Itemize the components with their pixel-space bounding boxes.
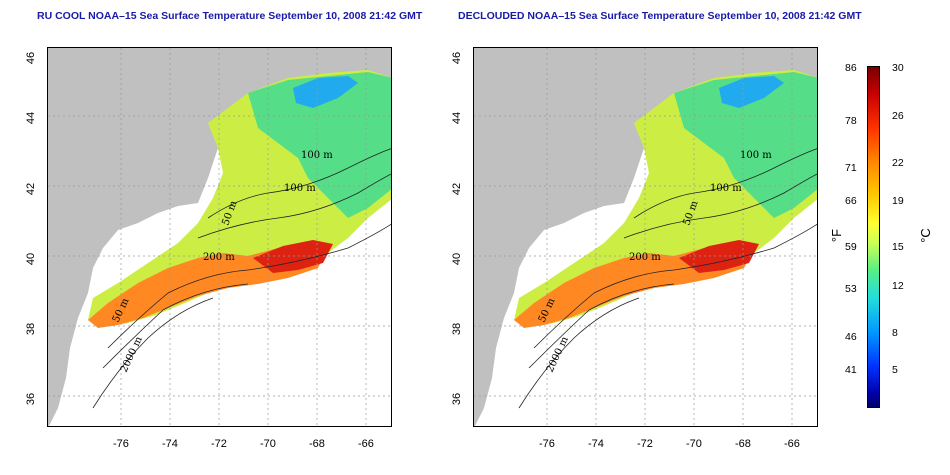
- colorbar-f-label: 71: [845, 162, 857, 174]
- colorbar-f-label: 78: [845, 115, 857, 127]
- y-tick-label: 38: [25, 322, 38, 336]
- y-tick-label: 36: [25, 392, 38, 406]
- contour-label: 100 m: [301, 150, 333, 161]
- x-tick-label: -76: [113, 438, 129, 450]
- contour-label: 100 m: [740, 150, 772, 161]
- bathymetry-contours: [518, 148, 817, 409]
- temperature-colorbar: [867, 66, 880, 408]
- colorbar-c-label: 12: [892, 280, 904, 292]
- x-tick-label: -76: [539, 438, 555, 450]
- y-tick-label: 42: [451, 182, 464, 196]
- celsius-unit-label: °C: [917, 228, 933, 243]
- contour-label: 2000 m: [119, 335, 145, 375]
- contour-label: 100 m: [284, 183, 316, 194]
- contour-label: 200 m: [629, 252, 661, 263]
- sst-hot-region: [679, 240, 759, 273]
- contour-label: 2000 m: [545, 335, 571, 375]
- x-tick-label: -68: [309, 438, 325, 450]
- bathymetry-contours: [92, 148, 391, 409]
- sst-coldest-region: [293, 76, 358, 108]
- y-tick-label: 38: [451, 322, 464, 336]
- y-tick-label: 40: [25, 252, 38, 266]
- y-tick-label: 40: [451, 252, 464, 266]
- sst-hot-region: [253, 240, 333, 273]
- x-tick-label: -74: [162, 438, 178, 450]
- x-tick-label: -66: [358, 438, 374, 450]
- contour-label: 100 m: [710, 183, 742, 194]
- sst-coldest-region: [719, 76, 784, 108]
- x-tick-label: -74: [588, 438, 604, 450]
- sst-map-declouded: 100 m 100 m 50 m 200 m 50 m 2000 m: [473, 47, 818, 427]
- colorbar-c-label: 26: [892, 110, 904, 122]
- colorbar-f-label: 86: [845, 62, 857, 74]
- x-tick-label: -66: [784, 438, 800, 450]
- colorbar-f-label: 53: [845, 283, 857, 295]
- sst-cool-region: [674, 72, 817, 218]
- colorbar-c-label: 19: [892, 195, 904, 207]
- contour-label: 200 m: [203, 252, 235, 263]
- land-mass: [474, 48, 817, 426]
- x-tick-label: -70: [260, 438, 276, 450]
- x-tick-label: -72: [637, 438, 653, 450]
- colorbar-c-label: 15: [892, 241, 904, 253]
- colorbar-c-label: 22: [892, 157, 904, 169]
- gridlines: [474, 48, 817, 426]
- sst-cool-region: [248, 72, 391, 218]
- colorbar-f-label: 59: [845, 241, 857, 253]
- sst-map-raw: 100 m 100 m 50 m 200 m 50 m 2000 m: [47, 47, 392, 427]
- y-tick-label: 46: [451, 51, 464, 65]
- right-panel-title: DECLOUDED NOAA–15 Sea Surface Temperatur…: [458, 10, 862, 22]
- colorbar-c-label: 5: [892, 364, 898, 376]
- x-tick-label: -68: [735, 438, 751, 450]
- fahrenheit-unit-label: °F: [829, 228, 845, 243]
- y-tick-label: 44: [451, 111, 464, 125]
- sst-map-raw-svg: 100 m 100 m 50 m 200 m 50 m 2000 m: [48, 48, 391, 426]
- x-tick-label: -72: [211, 438, 227, 450]
- colorbar-f-label: 41: [845, 364, 857, 376]
- left-panel-title: RU COOL NOAA–15 Sea Surface Temperature …: [37, 10, 423, 22]
- gridlines: [48, 48, 391, 426]
- y-tick-label: 46: [25, 51, 38, 65]
- colorbar-f-label: 66: [845, 195, 857, 207]
- colorbar-f-label: 46: [845, 331, 857, 343]
- y-tick-label: 36: [451, 392, 464, 406]
- colorbar-c-label: 8: [892, 327, 898, 339]
- land-mass: [48, 48, 391, 426]
- y-tick-label: 42: [25, 182, 38, 196]
- y-tick-label: 44: [25, 111, 38, 125]
- colorbar-c-label: 30: [892, 62, 904, 74]
- sst-map-declouded-svg: 100 m 100 m 50 m 200 m 50 m 2000 m: [474, 48, 817, 426]
- x-tick-label: -70: [686, 438, 702, 450]
